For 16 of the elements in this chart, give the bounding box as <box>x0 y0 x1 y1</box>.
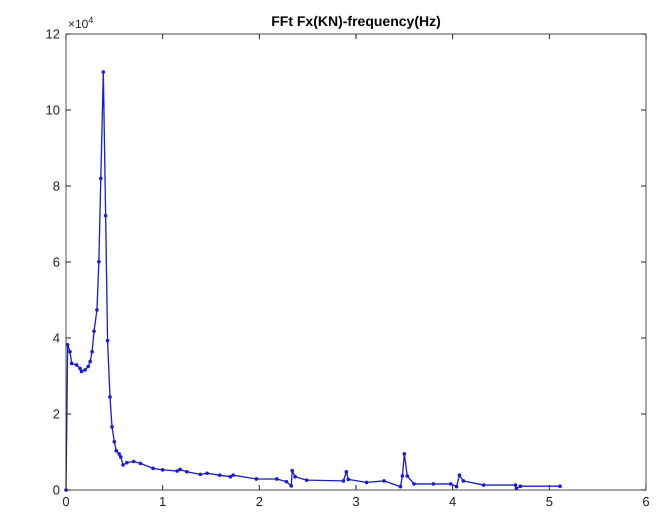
x-tick-label: 6 <box>642 494 650 509</box>
text: ×10$^{4}$ <box>68 15 94 31</box>
x-tick-label: 3 <box>352 494 360 509</box>
x-tick-label: 5 <box>546 494 553 509</box>
chart-title: FFt Fx(KN)-frequency(Hz) <box>271 13 441 29</box>
y-tick-label: 10 <box>46 102 60 118</box>
y-tick-label: 6 <box>52 254 60 270</box>
y-tick-label: 4 <box>52 330 60 346</box>
x-tick-label: 0 <box>62 494 70 509</box>
x-tick-label: 4 <box>449 494 456 509</box>
x-tick-label: 2 <box>256 494 263 509</box>
y-tick-label: 2 <box>52 406 60 422</box>
y-tick-label: 12 <box>46 26 60 42</box>
y-tick-label: 8 <box>52 178 60 194</box>
y-tick-label: 0 <box>52 482 60 498</box>
x-tick-label: 1 <box>159 494 166 509</box>
